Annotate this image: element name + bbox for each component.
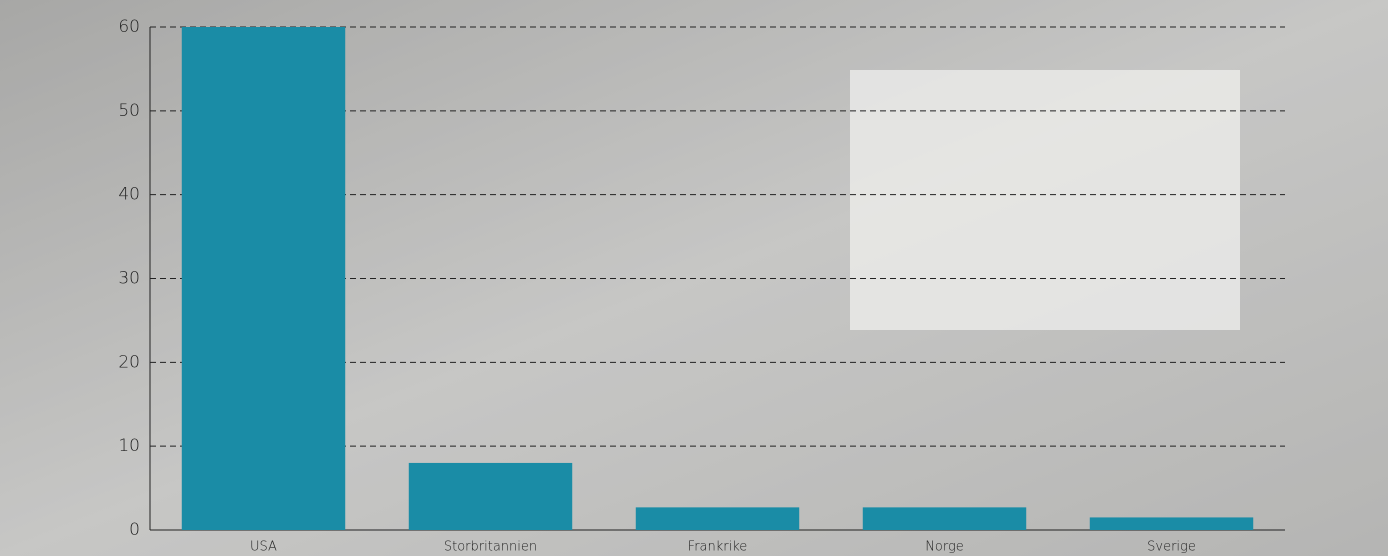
bar [181, 27, 346, 530]
x-tick-label: Frankrike [688, 540, 748, 555]
bar [1089, 517, 1254, 530]
background-screen [850, 70, 1240, 330]
y-tick-label: 20 [118, 352, 140, 372]
bar [862, 507, 1027, 530]
x-tick-label: Storbritannien [444, 540, 537, 555]
y-tick-label: 10 [118, 436, 140, 456]
bar [408, 462, 573, 530]
x-tick-label: Norge [925, 540, 964, 555]
y-tick-label: 60 [118, 17, 140, 37]
x-tick-label: Sverige [1147, 540, 1196, 555]
y-tick-label: 0 [129, 520, 140, 540]
y-tick-label: 30 [118, 269, 140, 289]
y-tick-label: 50 [118, 101, 140, 121]
bar [635, 507, 800, 530]
y-tick-label: 40 [118, 185, 140, 205]
x-tick-label: USA [250, 540, 277, 555]
